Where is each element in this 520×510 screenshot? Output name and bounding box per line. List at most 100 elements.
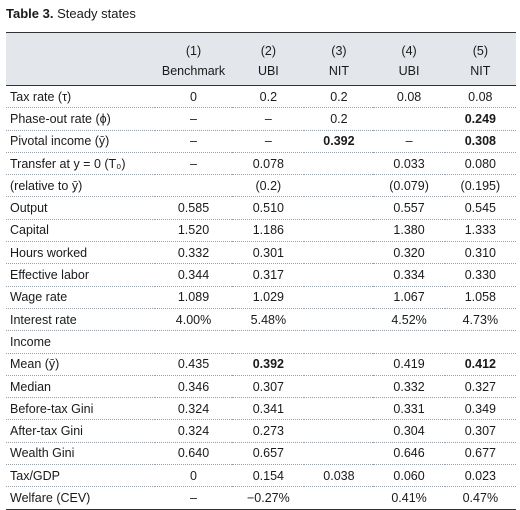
table-cell: – bbox=[154, 107, 233, 131]
table-cell bbox=[304, 375, 374, 399]
row-label: Wage rate bbox=[6, 286, 155, 309]
header-col-number: (4) bbox=[373, 32, 445, 61]
row-label: Interest rate bbox=[6, 308, 155, 332]
table-cell: 0.392 bbox=[304, 130, 374, 153]
table-cell: 0.557 bbox=[373, 196, 445, 220]
table-cell: 0.346 bbox=[154, 375, 233, 399]
table-row: Capital 1.520 1.186 1.380 1.333 bbox=[6, 219, 516, 243]
table-cell: 0.349 bbox=[444, 397, 516, 421]
table-cell bbox=[304, 397, 374, 421]
table-row: Tax rate (τ) 0 0.2 0.2 0.08 0.08 bbox=[6, 85, 516, 109]
table-row: Output 0.585 0.510 0.557 0.545 bbox=[6, 196, 516, 220]
table-cell: 0.657 bbox=[232, 442, 305, 466]
table-cell: 5.48% bbox=[232, 308, 305, 332]
table-cell: 0.038 bbox=[304, 464, 374, 488]
table-cell: 0.060 bbox=[373, 464, 445, 488]
table-row: Interest rate 4.00% 5.48% 4.52% 4.73% bbox=[6, 308, 516, 332]
table-cell bbox=[304, 486, 374, 510]
table-cell: 0.2 bbox=[304, 107, 374, 131]
table-cell: (0.2) bbox=[232, 174, 305, 198]
table-cell: 0 bbox=[154, 464, 233, 488]
header-col-name: UBI bbox=[232, 61, 305, 86]
table-cell: 0.412 bbox=[444, 353, 516, 376]
table-cell bbox=[304, 152, 374, 176]
row-label: Transfer at y = 0 (T₀) bbox=[6, 152, 155, 176]
table-row: Income bbox=[6, 330, 516, 354]
table-cell: 0.324 bbox=[154, 397, 233, 421]
row-label: Output bbox=[6, 196, 155, 220]
table-cell bbox=[154, 330, 233, 354]
table-header: (1) (2) (3) (4) (5) Benchmark UBI NIT UB… bbox=[6, 32, 516, 86]
table-row: Median 0.346 0.307 0.332 0.327 bbox=[6, 375, 516, 399]
header-col-name: NIT bbox=[444, 61, 516, 86]
table-cell: 0.249 bbox=[444, 107, 516, 131]
table-cell: 0.317 bbox=[232, 263, 305, 287]
row-label: Income bbox=[6, 330, 155, 354]
table-cell: 0.304 bbox=[373, 419, 445, 443]
table-cell: 0.307 bbox=[232, 375, 305, 399]
header-col-number: (3) bbox=[304, 32, 374, 61]
table-cell: 0.08 bbox=[373, 85, 445, 109]
table-cell: 0.419 bbox=[373, 353, 445, 376]
table-row: Tax/GDP 0 0.154 0.038 0.060 0.023 bbox=[6, 464, 516, 488]
header-empty-cell bbox=[6, 61, 155, 86]
table-cell bbox=[304, 308, 374, 332]
table-cell: 0.332 bbox=[154, 241, 233, 265]
table-cell: 0.344 bbox=[154, 263, 233, 287]
table-body: Tax rate (τ) 0 0.2 0.2 0.08 0.08 Phase-out rat… bbox=[6, 85, 516, 510]
table-cell: – bbox=[232, 107, 305, 131]
table-cell: 0.334 bbox=[373, 263, 445, 287]
table-cell: 0.330 bbox=[444, 263, 516, 287]
header-row-numbers: (1) (2) (3) (4) (5) bbox=[6, 32, 516, 61]
table-cell: 0.154 bbox=[232, 464, 305, 488]
header-empty-cell bbox=[6, 32, 155, 61]
table-cell: 0.585 bbox=[154, 196, 233, 220]
table-cell: 0.392 bbox=[232, 353, 305, 376]
table-cell bbox=[444, 330, 516, 354]
row-label: Before-tax Gini bbox=[6, 397, 155, 421]
table-cell: 0.2 bbox=[232, 85, 305, 109]
table-cell: 4.52% bbox=[373, 308, 445, 332]
row-label: Phase-out rate (ϕ) bbox=[6, 107, 155, 131]
header-col-number: (2) bbox=[232, 32, 305, 61]
table-cell: 0.331 bbox=[373, 397, 445, 421]
table-row: Phase-out rate (ϕ) – –0.2 0.249 bbox=[6, 107, 516, 131]
table-row: Pivotal income (ȳ) – –0.392–0.308 bbox=[6, 130, 516, 153]
table-cell bbox=[304, 241, 374, 265]
table-cell bbox=[232, 330, 305, 354]
table-row: Effective labor 0.344 0.317 0.334 0.330 bbox=[6, 263, 516, 287]
row-label: Wealth Gini bbox=[6, 442, 155, 466]
row-label: Mean (ȳ) bbox=[6, 353, 155, 376]
table-cell bbox=[304, 442, 374, 466]
table-row: Before-tax Gini 0.324 0.341 0.331 0.349 bbox=[6, 397, 516, 421]
table-cell: 0.301 bbox=[232, 241, 305, 265]
table-row: Mean (ȳ) 0.435 0.392 0.419 0.412 bbox=[6, 353, 516, 376]
table-cell: 0 bbox=[154, 85, 233, 109]
table-row: Transfer at y = 0 (T₀) –0.078 0.033 0.080 bbox=[6, 152, 516, 176]
table-cell: 0.41% bbox=[373, 486, 445, 510]
table-cell: 0.033 bbox=[373, 152, 445, 176]
table-cell: 0.308 bbox=[444, 130, 516, 153]
header-col-name: Benchmark bbox=[154, 61, 233, 86]
row-label: Tax/GDP bbox=[6, 464, 155, 488]
row-label: Pivotal income (ȳ) bbox=[6, 130, 155, 153]
table-cell: – bbox=[154, 130, 233, 153]
table-cell: 0.646 bbox=[373, 442, 445, 466]
steady-states-table: (1) (2) (3) (4) (5) Benchmark UBI NIT UB… bbox=[6, 32, 516, 510]
table-cell: 0.08 bbox=[444, 85, 516, 109]
table-row: Wealth Gini 0.640 0.657 0.646 0.677 bbox=[6, 442, 516, 466]
table-cell bbox=[304, 263, 374, 287]
table-cell: 0.332 bbox=[373, 375, 445, 399]
table-cell: 1.058 bbox=[444, 286, 516, 309]
table-cell: 1.186 bbox=[232, 219, 305, 243]
table-cell: 0.307 bbox=[444, 419, 516, 443]
table-cell bbox=[373, 330, 445, 354]
table-cell bbox=[373, 107, 445, 131]
table-cell: – bbox=[154, 486, 233, 510]
row-label: After-tax Gini bbox=[6, 419, 155, 443]
table-cell: (0.195) bbox=[444, 174, 516, 198]
header-col-number: (5) bbox=[444, 32, 516, 61]
table-cell: 0.510 bbox=[232, 196, 305, 220]
table-cell: 1.380 bbox=[373, 219, 445, 243]
table-cell: 0.435 bbox=[154, 353, 233, 376]
